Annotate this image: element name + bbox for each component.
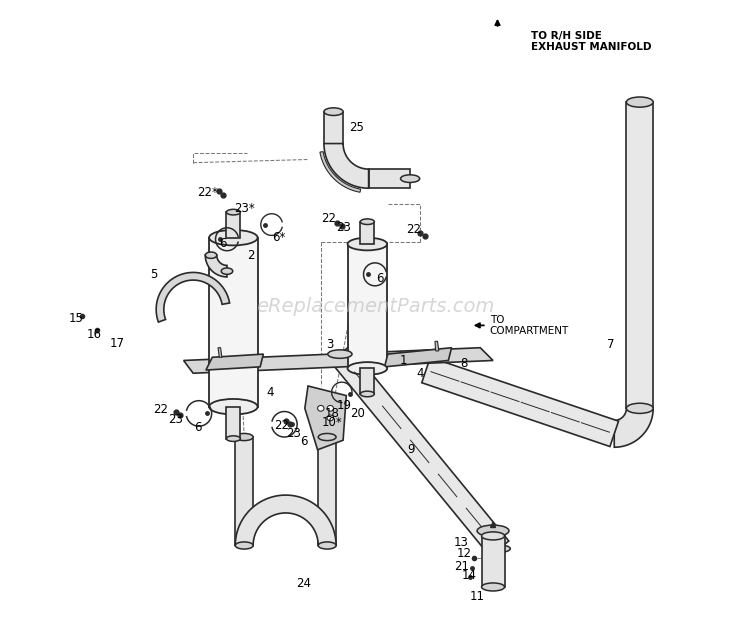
Polygon shape [206, 354, 263, 370]
Ellipse shape [347, 238, 387, 250]
Text: 21: 21 [454, 560, 470, 573]
Ellipse shape [327, 406, 334, 412]
Ellipse shape [226, 209, 241, 215]
Text: 22: 22 [153, 403, 168, 416]
Text: 14: 14 [462, 569, 477, 582]
Text: 4: 4 [416, 367, 424, 380]
Text: 9: 9 [407, 443, 415, 456]
Ellipse shape [400, 175, 420, 182]
Text: 13: 13 [454, 536, 469, 549]
Ellipse shape [488, 545, 510, 553]
Ellipse shape [482, 532, 505, 540]
Ellipse shape [209, 230, 257, 246]
Bar [347, 244, 387, 369]
Polygon shape [626, 102, 653, 408]
Ellipse shape [221, 268, 232, 274]
Ellipse shape [347, 362, 387, 375]
Ellipse shape [328, 350, 352, 359]
Ellipse shape [324, 108, 343, 115]
Text: 11: 11 [470, 590, 484, 603]
Polygon shape [435, 341, 439, 351]
Polygon shape [324, 144, 368, 188]
Text: 19: 19 [337, 399, 352, 412]
Text: 15: 15 [69, 313, 84, 325]
Text: 12: 12 [457, 547, 472, 560]
Ellipse shape [626, 403, 653, 413]
Polygon shape [614, 408, 653, 447]
Ellipse shape [626, 97, 653, 107]
Ellipse shape [236, 433, 254, 441]
Text: 16: 16 [87, 328, 102, 341]
Text: 7: 7 [608, 338, 615, 351]
Text: 5: 5 [150, 268, 158, 281]
Ellipse shape [209, 399, 257, 415]
Polygon shape [360, 221, 374, 244]
Polygon shape [482, 536, 505, 587]
Polygon shape [226, 212, 241, 238]
Text: 20: 20 [350, 407, 365, 420]
Text: eReplacementParts.com: eReplacementParts.com [256, 297, 494, 316]
Polygon shape [236, 495, 336, 545]
Polygon shape [422, 357, 619, 447]
Ellipse shape [327, 415, 334, 421]
Text: 6: 6 [219, 237, 226, 250]
Ellipse shape [482, 583, 505, 591]
Text: 22: 22 [406, 223, 421, 236]
Polygon shape [304, 386, 346, 450]
Polygon shape [320, 152, 361, 192]
Polygon shape [236, 437, 254, 545]
Text: 6: 6 [194, 421, 202, 434]
Polygon shape [318, 437, 336, 545]
Polygon shape [218, 348, 222, 357]
Polygon shape [360, 369, 374, 394]
Ellipse shape [318, 433, 336, 441]
Text: 18: 18 [324, 407, 339, 420]
Text: 6: 6 [376, 272, 384, 285]
Bar [209, 238, 257, 407]
Polygon shape [324, 112, 343, 144]
Ellipse shape [226, 436, 241, 441]
Polygon shape [156, 272, 230, 322]
Text: 6*: 6* [272, 231, 286, 244]
Text: 6: 6 [300, 435, 307, 448]
Ellipse shape [317, 406, 324, 412]
Text: 25: 25 [349, 121, 364, 134]
Text: 23: 23 [286, 427, 301, 440]
Text: 17: 17 [110, 337, 125, 350]
Text: TO R/H SIDE
EXHAUST MANIFOLD: TO R/H SIDE EXHAUST MANIFOLD [531, 31, 652, 52]
Text: 2: 2 [247, 249, 254, 262]
Ellipse shape [360, 391, 374, 397]
Polygon shape [184, 348, 493, 373]
Text: 22*: 22* [197, 186, 218, 199]
Polygon shape [206, 255, 227, 277]
Polygon shape [226, 407, 241, 439]
Ellipse shape [360, 219, 374, 225]
Text: 10*: 10* [321, 416, 342, 429]
Text: 8: 8 [460, 357, 468, 370]
Text: 24: 24 [296, 577, 311, 590]
Ellipse shape [318, 542, 336, 549]
Ellipse shape [477, 525, 509, 537]
Polygon shape [331, 346, 508, 556]
Polygon shape [368, 169, 410, 188]
Text: 4: 4 [266, 386, 274, 399]
Ellipse shape [206, 252, 217, 258]
Text: 22: 22 [274, 419, 289, 432]
Text: 23: 23 [336, 221, 350, 234]
Text: 23: 23 [169, 413, 184, 426]
Polygon shape [385, 348, 452, 367]
Text: 22: 22 [322, 212, 337, 225]
Ellipse shape [236, 542, 254, 549]
Text: TO
COMPARTMENT: TO COMPARTMENT [490, 315, 569, 336]
Text: 1: 1 [400, 354, 407, 367]
Text: 23*: 23* [235, 202, 255, 215]
Text: 3: 3 [327, 338, 334, 351]
